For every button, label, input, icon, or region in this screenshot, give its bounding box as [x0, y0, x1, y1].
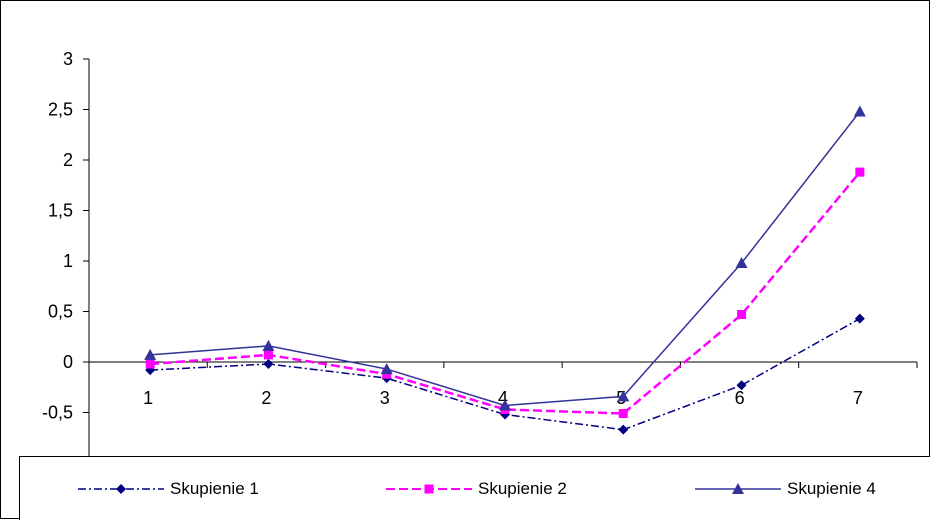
series-1 — [145, 313, 865, 435]
legend-label-series-2: Skupienie 2 — [478, 478, 567, 498]
data-point-series-3 — [853, 105, 866, 117]
data-point-series-2 — [618, 409, 628, 419]
series-2 — [145, 167, 865, 419]
data-point-series-3 — [735, 257, 748, 269]
legend-marker-series-3 — [695, 482, 781, 494]
data-point-series-3 — [380, 363, 393, 375]
data-point-series-1 — [854, 313, 865, 324]
y-tick-label: 0 — [63, 352, 73, 372]
y-tick-label: 1 — [63, 251, 73, 271]
legend-item-series-1: Skupienie 1 — [76, 457, 259, 520]
data-point-series-3 — [144, 348, 157, 360]
legend-marker-series-2 — [386, 484, 472, 493]
y-tick-label: 2 — [63, 150, 73, 170]
data-point-series-2 — [737, 310, 747, 320]
data-point-series-3 — [499, 399, 511, 411]
legend-label-series-1: Skupienie 1 — [170, 478, 259, 498]
legend: Skupienie 1 Skupienie 2 Skupienie 4 — [19, 456, 930, 520]
series-layer — [144, 105, 866, 435]
x-tick-label: 7 — [853, 388, 863, 408]
legend-marker-shape — [424, 484, 434, 493]
data-point-series-1 — [736, 380, 747, 391]
legend-marker-series-1 — [78, 483, 164, 494]
legend-item-series-3: Skupienie 4 — [693, 457, 876, 520]
data-point-series-1 — [263, 359, 274, 370]
data-point-series-2 — [855, 167, 865, 177]
data-point-series-2 — [263, 350, 273, 360]
data-point-series-3 — [262, 339, 275, 351]
y-tick-label: 3 — [63, 49, 73, 69]
legend-marker-shape — [732, 482, 744, 494]
x-tick-label: 3 — [380, 388, 390, 408]
data-point-series-3 — [617, 390, 630, 402]
y-tick-label: 1,5 — [48, 201, 73, 221]
x-tick-label: 4 — [498, 388, 508, 408]
x-tick-label: 1 — [143, 388, 153, 408]
y-tick-label: 0,5 — [48, 302, 73, 322]
x-tick-label: 2 — [261, 388, 271, 408]
legend-label-series-3: Skupienie 4 — [787, 478, 876, 498]
axes: 32,521,510,50-0,51234567 — [42, 49, 918, 458]
data-point-series-2 — [145, 359, 155, 369]
legend-marker-shape — [116, 483, 126, 494]
y-tick-label: 2,5 — [48, 100, 73, 120]
x-tick-label: 6 — [735, 388, 745, 408]
legend-item-series-2: Skupienie 2 — [384, 457, 567, 520]
y-tick-label: -0,5 — [42, 403, 73, 423]
data-point-series-2 — [382, 369, 392, 379]
series-line-3 — [150, 111, 861, 407]
data-point-series-1 — [618, 424, 629, 435]
series-line-2 — [150, 171, 861, 415]
series-3 — [144, 105, 866, 411]
